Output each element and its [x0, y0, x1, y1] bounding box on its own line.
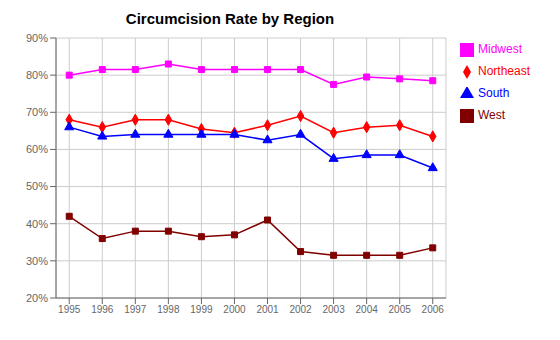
svg-text:70%: 70% [26, 106, 48, 118]
html-text:South: South [478, 86, 510, 100]
html-text:Midwest: Midwest [478, 42, 522, 56]
svg-text:2000: 2000 [223, 304, 246, 315]
svg-text:30%: 30% [26, 255, 48, 267]
html-text:West: West [478, 108, 506, 122]
svg-text:2005: 2005 [389, 304, 412, 315]
svg-text:1999: 1999 [190, 304, 213, 315]
svg-text:2003: 2003 [322, 304, 345, 315]
svg-text:50%: 50% [26, 180, 48, 192]
svg-text:1995: 1995 [58, 304, 81, 315]
svg-text:2004: 2004 [356, 304, 379, 315]
svg-text:2001: 2001 [256, 304, 279, 315]
svg-text:60%: 60% [26, 143, 48, 155]
html-text:Northeast: Northeast [478, 64, 530, 78]
html-text:Circumcision Rate by Region: Circumcision Rate by Region [125, 10, 335, 27]
svg-text:1996: 1996 [91, 304, 114, 315]
svg-text:90%: 90% [26, 32, 48, 44]
svg-text:1998: 1998 [157, 304, 180, 315]
svg-text:40%: 40% [26, 218, 48, 230]
svg-text:2002: 2002 [289, 304, 312, 315]
svg-text:20%: 20% [26, 292, 48, 304]
svg-text:80%: 80% [26, 69, 48, 81]
svg-text:1997: 1997 [124, 304, 147, 315]
svg-text:2006: 2006 [422, 304, 445, 315]
